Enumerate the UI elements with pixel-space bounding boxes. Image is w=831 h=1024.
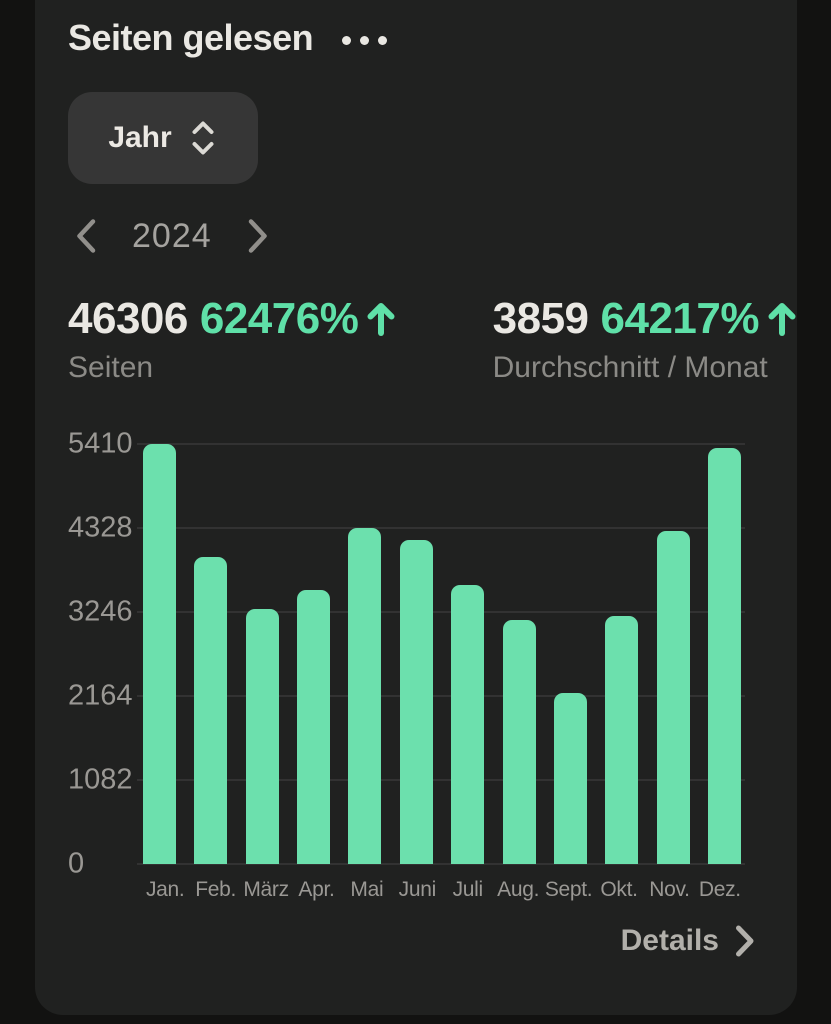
card-header: Seiten gelesen <box>68 14 797 62</box>
next-year-button[interactable] <box>240 213 276 259</box>
x-tick-label: Juli <box>452 878 484 901</box>
x-tick-label: Mai <box>350 878 384 901</box>
arrow-up-icon <box>767 300 797 346</box>
y-tick-label: 5410 <box>68 427 133 460</box>
bar-Juli <box>451 584 485 864</box>
y-tick-label: 3246 <box>68 595 133 628</box>
bar-Juni <box>399 540 433 864</box>
year-navigation: 2024 <box>68 214 797 258</box>
gridline <box>137 779 745 781</box>
bar-Sept. <box>553 693 587 864</box>
bar-Okt. <box>605 615 639 864</box>
stats-card: Seiten gelesen Jahr 2024 <box>35 0 797 1015</box>
x-tick-label: Aug. <box>497 878 540 901</box>
ellipsis-icon <box>378 35 388 45</box>
chevron-right-icon <box>733 924 757 958</box>
bars-container <box>140 444 745 864</box>
details-label: Details <box>620 924 719 957</box>
x-tick-label: Nov. <box>649 878 690 901</box>
x-tick-label: Sept. <box>544 878 593 901</box>
monthly-average-label: Durchschnitt / Monat <box>492 351 768 384</box>
x-tick-label: Apr. <box>298 878 335 901</box>
total-pages-change: 62476% <box>200 296 396 342</box>
x-tick-label: Juni <box>398 878 437 901</box>
current-year-label: 2024 <box>132 216 212 255</box>
details-link[interactable]: Details <box>621 924 757 958</box>
y-tick-label: 4328 <box>68 511 133 544</box>
previous-year-button[interactable] <box>68 213 104 259</box>
bar-Feb. <box>194 557 228 864</box>
y-tick-label: 1082 <box>68 763 133 796</box>
monthly-average-change: 64217% <box>601 296 797 342</box>
gridline <box>137 527 745 529</box>
chevron-left-icon <box>72 217 100 255</box>
stat-total-pages: 46306 62476% Seiten <box>68 296 493 388</box>
more-options-button[interactable] <box>340 30 389 51</box>
ellipsis-icon <box>342 35 352 45</box>
x-tick-label: Feb. <box>195 878 237 901</box>
pages-read-bar-chart: 0 1082 2164 3246 4328 5410 Jan. Feb. März Apr. Ma… <box>68 429 797 902</box>
period-selector-button[interactable]: Jahr <box>68 92 258 184</box>
bar-Apr. <box>297 589 331 864</box>
x-tick-label: Okt. <box>600 878 638 901</box>
period-selector-label: Jahr <box>108 121 172 154</box>
x-tick-label: Dez. <box>698 878 741 901</box>
plot-area <box>137 443 745 865</box>
card-footer: Details <box>68 924 797 958</box>
x-axis: Jan. Feb. März Apr. Mai Juni Juli Aug. Sept. Okt.… <box>140 878 745 902</box>
page-title: Seiten gelesen <box>68 17 314 58</box>
x-tick-label: Jan. <box>145 878 185 901</box>
y-tick-label: 0 <box>68 847 85 880</box>
bar-Nov. <box>656 530 690 864</box>
bar-Mai <box>348 528 382 864</box>
gridline <box>137 695 745 697</box>
unfold-chevrons-icon <box>188 118 218 158</box>
bar-Dez. <box>707 447 741 864</box>
bar-Aug. <box>502 620 536 864</box>
bar-März <box>245 608 279 864</box>
total-pages-value: 46306 <box>68 294 188 343</box>
y-tick-label: 2164 <box>68 679 133 712</box>
gridline <box>137 863 745 865</box>
ellipsis-icon <box>360 35 370 45</box>
total-pages-label: Seiten <box>68 351 154 384</box>
bar-Jan. <box>143 444 176 864</box>
gridline <box>137 611 745 613</box>
stats-row: 46306 62476% Seiten 3859 64217% <box>68 296 797 388</box>
chevron-right-icon <box>244 217 272 255</box>
arrow-up-icon <box>366 300 396 346</box>
stat-monthly-average: 3859 64217% Durchschnitt / Monat <box>493 296 797 388</box>
monthly-average-value: 3859 <box>492 294 589 343</box>
gridline <box>137 443 745 445</box>
y-axis: 0 1082 2164 3246 4328 5410 <box>68 429 136 878</box>
x-tick-label: März <box>243 878 289 901</box>
